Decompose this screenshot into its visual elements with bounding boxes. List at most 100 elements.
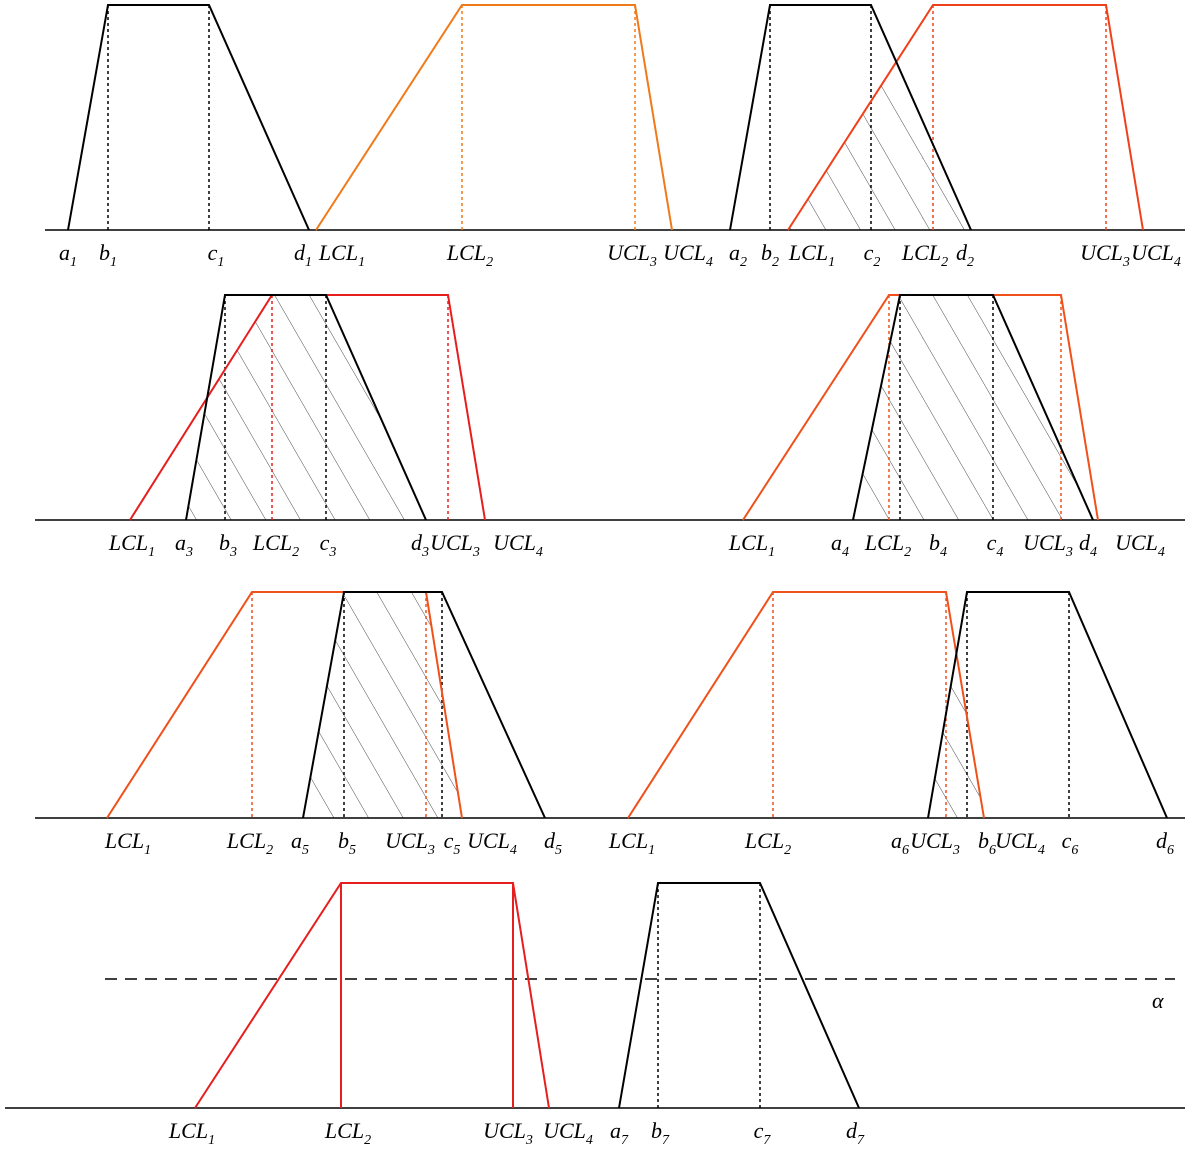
label-text: b — [929, 530, 940, 555]
label-subscript: 5 — [302, 843, 309, 858]
point-label: UCL3 — [483, 1118, 533, 1148]
label-text: b — [219, 530, 230, 555]
point-label: LCL2 — [901, 240, 948, 270]
point-label: UCL3 — [910, 828, 960, 858]
label-subscript: 1 — [828, 255, 835, 270]
label-subscript: 2 — [784, 843, 791, 858]
label-subscript: 6 — [1071, 843, 1078, 858]
label-subscript: 2 — [941, 255, 948, 270]
label-subscript: 4 — [1174, 255, 1181, 270]
point-label: LCL2 — [252, 530, 299, 560]
label-text: b — [338, 828, 349, 853]
point-label: UCL4 — [1131, 240, 1181, 270]
label-text: b — [761, 240, 772, 265]
fuzzy-number-trapezoid — [185, 294, 427, 521]
overlap-hatch — [928, 592, 984, 818]
point-label: LCL1 — [728, 530, 775, 560]
label-text: c — [320, 530, 330, 555]
label-subscript: 2 — [873, 255, 880, 270]
label-text: UCL — [910, 828, 953, 853]
label-text: c — [754, 1118, 764, 1143]
label-text: LCL — [901, 240, 941, 265]
point-label: a4 — [831, 530, 849, 560]
fuzzy-number-trapezoid — [67, 4, 310, 231]
label-subscript: 3 — [328, 545, 336, 560]
label-text: a — [831, 530, 842, 555]
label-subscript: 2 — [967, 255, 974, 270]
label-text: LCL — [864, 530, 904, 555]
overlap-hatch — [303, 592, 462, 818]
label-text: c — [1062, 828, 1072, 853]
label-text: c — [208, 240, 218, 265]
label-text: LCL — [318, 240, 358, 265]
label-text: LCL — [104, 828, 144, 853]
label-text: LCL — [324, 1118, 364, 1143]
label-subscript: 6 — [902, 843, 909, 858]
point-label: c7 — [754, 1118, 772, 1148]
label-text: UCL — [663, 240, 706, 265]
control-limit-trapezoid — [315, 4, 673, 231]
label-subscript: 2 — [364, 1133, 371, 1148]
control-limit-trapezoid — [106, 591, 463, 819]
point-label: d1 — [294, 240, 312, 270]
point-label: LCL2 — [324, 1118, 371, 1148]
label-subscript: 2 — [772, 255, 779, 270]
label-text: d — [1079, 530, 1091, 555]
label-subscript: 3 — [952, 843, 960, 858]
label-subscript: 1 — [148, 545, 155, 560]
label-text: UCL — [493, 530, 536, 555]
label-text: d — [956, 240, 968, 265]
point-label: LCL1 — [318, 240, 365, 270]
label-text: UCL — [467, 828, 510, 853]
label-subscript: 2 — [904, 545, 911, 560]
point-label: a5 — [291, 828, 309, 858]
label-text: UCL — [430, 530, 473, 555]
point-label: LCL2 — [744, 828, 791, 858]
point-label: d7 — [846, 1118, 865, 1148]
point-label: LCL1 — [108, 530, 155, 560]
label-text: UCL — [607, 240, 650, 265]
label-subscript: 2 — [266, 843, 273, 858]
point-label: a6 — [891, 828, 909, 858]
label-text: c — [987, 530, 997, 555]
label-subscript: 7 — [763, 1133, 771, 1148]
label-subscript: 1 — [358, 255, 365, 270]
label-subscript: 3 — [1065, 545, 1073, 560]
label-subscript: 4 — [940, 545, 947, 560]
point-label: c5 — [444, 828, 461, 858]
label-text: LCL — [744, 828, 784, 853]
point-label: UCL3 — [385, 828, 435, 858]
point-label: d6 — [1156, 828, 1174, 858]
label-subscript: 4 — [536, 545, 543, 560]
point-label: UCL4 — [995, 828, 1045, 858]
label-text: b — [651, 1118, 662, 1143]
label-subscript: 1 — [110, 255, 117, 270]
point-label: d3 — [411, 530, 429, 560]
point-label: LCL2 — [226, 828, 273, 858]
point-label: b7 — [651, 1118, 670, 1148]
label-text: UCL — [1080, 240, 1123, 265]
label-subscript: 4 — [1038, 843, 1045, 858]
label-text: b — [99, 240, 110, 265]
point-label: d2 — [956, 240, 974, 270]
fuzzy-number-trapezoid — [729, 4, 972, 231]
label-text: LCL — [226, 828, 266, 853]
point-label: d5 — [544, 828, 562, 858]
label-text: b — [978, 828, 989, 853]
point-label: UCL4 — [543, 1118, 593, 1148]
label-subscript: 4 — [706, 255, 713, 270]
point-label: c4 — [987, 530, 1004, 560]
point-label: LCL2 — [864, 530, 911, 560]
control-limit-trapezoid — [787, 4, 1144, 231]
label-subscript: 6 — [989, 843, 996, 858]
label-text: d — [544, 828, 556, 853]
label-subscript: 7 — [857, 1133, 865, 1148]
label-text: LCL — [252, 530, 292, 555]
point-label: UCL4 — [467, 828, 517, 858]
label-subscript: 3 — [185, 545, 193, 560]
label-text: d — [411, 530, 423, 555]
fuzzy-number-trapezoid — [618, 882, 860, 1109]
label-subscript: 6 — [1167, 843, 1174, 858]
point-label: c6 — [1062, 828, 1079, 858]
